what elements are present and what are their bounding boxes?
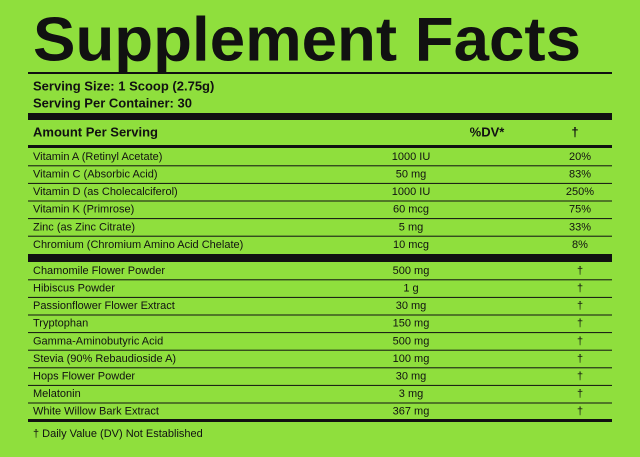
ingredient-name: Vitamin K (Primrose) <box>33 204 134 216</box>
ingredient-name: Melatonin <box>33 388 81 400</box>
daily-value: † <box>577 353 583 365</box>
row-divider <box>28 165 612 167</box>
row-divider <box>28 314 612 316</box>
ingredient-name: Passionflower Flower Extract <box>33 300 175 312</box>
ingredient-name: Zinc (as Zinc Citrate) <box>33 221 135 233</box>
ingredient-name: Hops Flower Powder <box>33 371 135 383</box>
amount: 5 mg <box>399 221 423 233</box>
thick-bar <box>28 254 612 262</box>
daily-value: † <box>577 371 583 383</box>
serving-size: Serving Size: 1 Scoop (2.75g) <box>33 78 214 93</box>
daily-value: † <box>577 388 583 400</box>
daily-value: 75% <box>569 204 591 216</box>
daily-value: † <box>577 283 583 295</box>
row-divider <box>28 384 612 386</box>
ingredient-name: Stevia (90% Rebaudioside A) <box>33 353 176 365</box>
footnote: † Daily Value (DV) Not Established <box>33 428 203 440</box>
daily-value: † <box>577 318 583 330</box>
amount: 1 g <box>403 283 418 295</box>
ingredient-name: Hibiscus Powder <box>33 283 115 295</box>
amount: 10 mcg <box>393 239 429 251</box>
rule <box>28 72 612 74</box>
servings-per-container: Serving Per Container: 30 <box>33 95 192 110</box>
row-divider <box>28 279 612 281</box>
amount: 367 mg <box>393 406 430 418</box>
row-divider <box>28 200 612 202</box>
column-header: Amount Per Serving <box>33 124 158 139</box>
daily-value: 250% <box>566 186 594 198</box>
rule <box>28 419 612 422</box>
daily-value: 20% <box>569 151 591 163</box>
row-divider <box>28 332 612 334</box>
amount: 30 mg <box>396 300 427 312</box>
row-divider <box>28 296 612 298</box>
row-divider <box>28 402 612 404</box>
amount: 60 mcg <box>393 204 429 216</box>
title: Supplement Facts <box>33 5 581 74</box>
daily-value: 33% <box>569 221 591 233</box>
row-divider <box>28 182 612 184</box>
row-divider <box>28 367 612 369</box>
rule <box>28 145 612 148</box>
ingredient-name: Chamomile Flower Powder <box>33 265 165 277</box>
daily-value: 8% <box>572 239 588 251</box>
thick-bar <box>28 113 612 120</box>
ingredient-name: Gamma-Aminobutyric Acid <box>33 335 163 347</box>
daily-value: † <box>577 406 583 418</box>
amount: 500 mg <box>393 335 430 347</box>
ingredient-name: Vitamin D (as Cholecalciferol) <box>33 186 178 198</box>
amount: 1000 IU <box>392 186 431 198</box>
daily-value: 83% <box>569 169 591 181</box>
row-divider <box>28 218 612 220</box>
ingredient-name: White Willow Bark Extract <box>33 406 159 418</box>
daily-value: † <box>577 335 583 347</box>
ingredient-name: Vitamin C (Absorbic Acid) <box>33 169 158 181</box>
row-divider <box>28 235 612 237</box>
ingredient-name: Chromium (Chromium Amino Acid Chelate) <box>33 239 243 251</box>
amount: 50 mg <box>396 169 427 181</box>
ingredient-name: Tryptophan <box>33 318 88 330</box>
column-header: † <box>571 124 578 139</box>
amount: 30 mg <box>396 371 427 383</box>
amount: 3 mg <box>399 388 423 400</box>
amount: 100 mg <box>393 353 430 365</box>
amount: 1000 IU <box>392 151 431 163</box>
daily-value: † <box>577 265 583 277</box>
ingredient-name: Vitamin A (Retinyl Acetate) <box>33 151 162 163</box>
amount: 500 mg <box>393 265 430 277</box>
row-divider <box>28 349 612 351</box>
column-header: %DV* <box>470 124 506 139</box>
amount: 150 mg <box>393 318 430 330</box>
daily-value: † <box>577 300 583 312</box>
